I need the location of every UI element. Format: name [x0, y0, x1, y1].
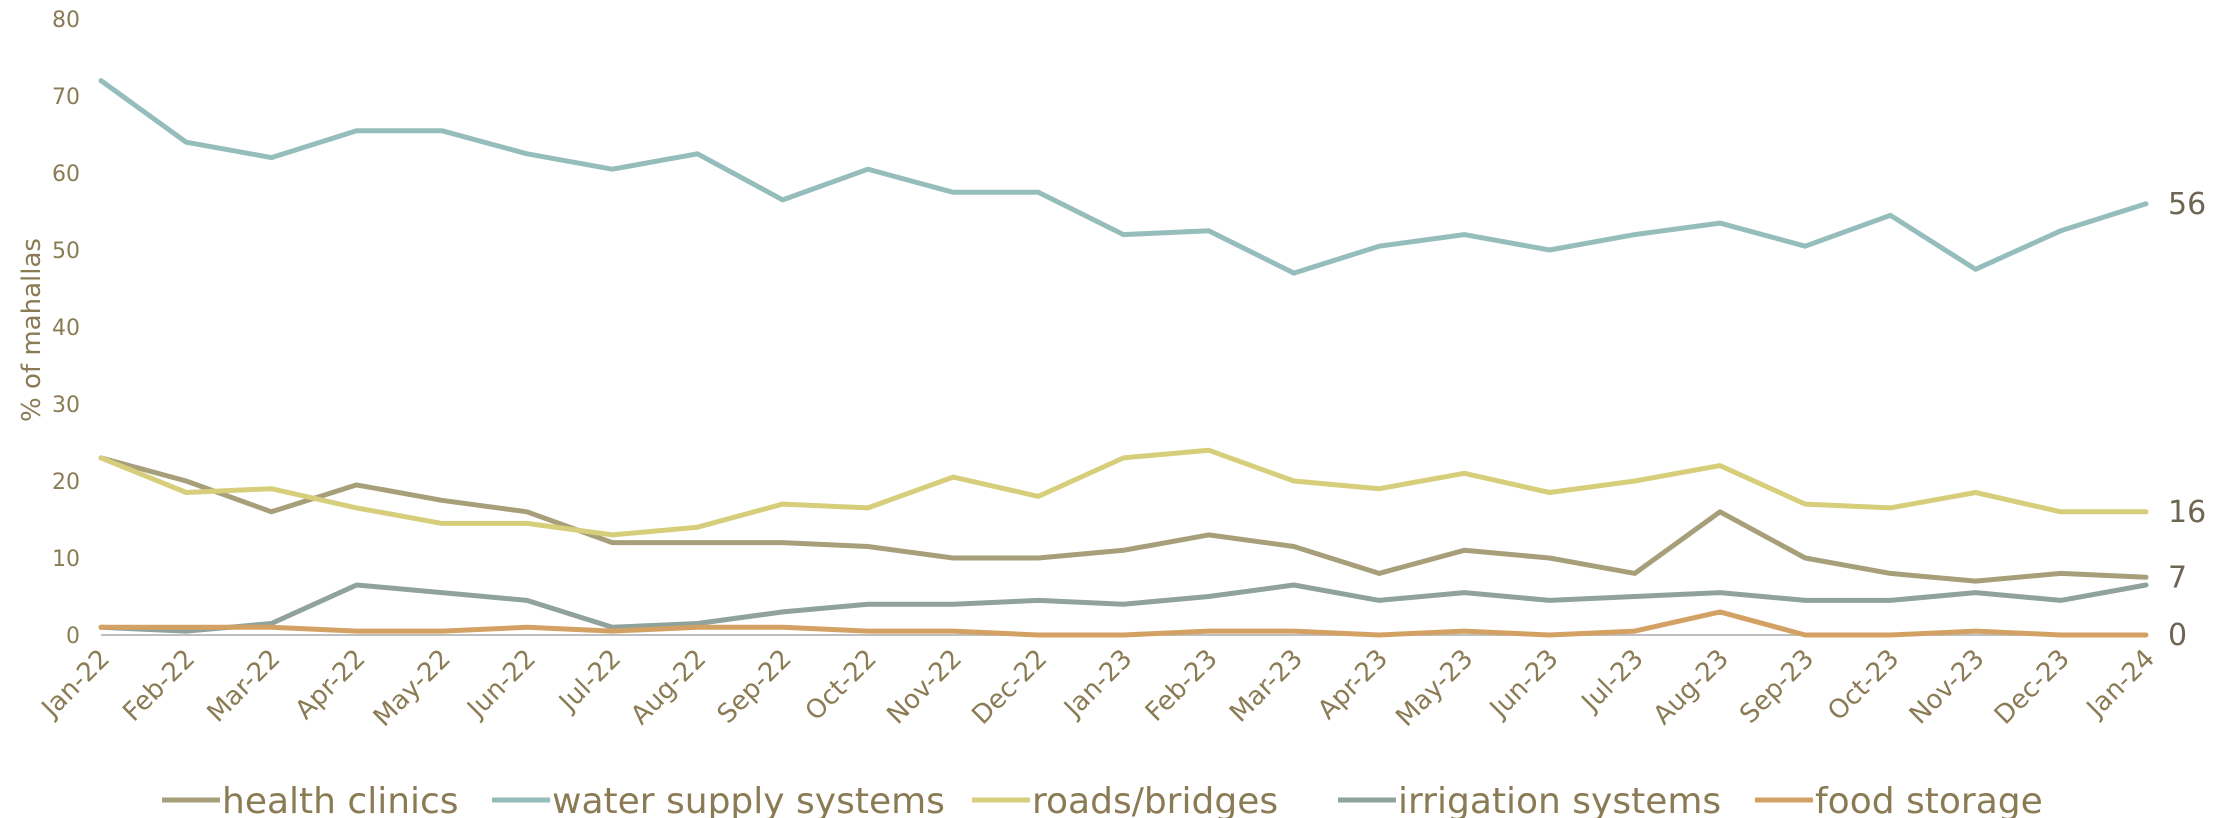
series-line-health-clinics [98, 455, 2149, 584]
x-tick-label: Sep-23 [1734, 644, 1820, 730]
x-tick-label: Dec-23 [1989, 644, 2076, 731]
y-tick-label: 30 [52, 393, 80, 418]
y-tick-label: 40 [52, 316, 80, 341]
y-tick-label: 0 [66, 624, 80, 649]
end-value-label: 7 [2168, 560, 2187, 595]
y-tick-label: 60 [52, 162, 80, 187]
x-tick-label: May-22 [368, 644, 457, 733]
x-tick-label: Feb-22 [117, 644, 201, 728]
x-tick-label: Mar-22 [202, 644, 287, 729]
end-value-label: 56 [2168, 187, 2206, 222]
x-tick-label: Jan-22 [35, 644, 116, 725]
x-tick-label: Jul-23 [1575, 644, 1650, 719]
series-line-food-storage [98, 609, 2149, 638]
legend-label: health clinics [222, 781, 459, 818]
x-tick-label: Oct-23 [1822, 644, 1905, 727]
x-tick-label: Dec-22 [966, 644, 1053, 731]
end-labels: 7 56 16 0 [2168, 187, 2206, 653]
x-tick-label: Nov-23 [1904, 644, 1991, 731]
y-tick-label: 80 [52, 8, 80, 33]
y-tick-label: 50 [52, 239, 80, 264]
series-line-water-supply-systems [98, 78, 2149, 276]
x-tick-label: Jun-23 [1483, 644, 1564, 725]
y-tick-label: 70 [52, 85, 80, 110]
legend-label: food storage [1815, 781, 2043, 818]
x-tick-label: Jul-22 [552, 644, 627, 719]
x-tick-label: Apr-22 [290, 644, 372, 726]
x-tick-label: Jun-22 [461, 644, 542, 725]
x-tick-label: Apr-23 [1312, 644, 1394, 726]
y-axis-title: % of mahallas [17, 238, 47, 422]
y-axis-ticks: 0 10 20 30 40 50 60 70 80 [52, 8, 80, 649]
x-tick-label: Feb-23 [1140, 644, 1224, 728]
x-tick-label: Nov-22 [881, 644, 968, 731]
x-tick-label: Jan-23 [1057, 644, 1138, 725]
series-line-roads-bridges [98, 447, 2149, 538]
x-tick-label: Mar-23 [1224, 644, 1309, 729]
series-lines [98, 78, 2149, 638]
y-tick-label: 20 [52, 470, 80, 495]
legend-label: irrigation systems [1398, 781, 1721, 818]
x-tick-label: Oct-22 [800, 644, 883, 727]
legend: health clinics water supply systems roads/… [162, 781, 2043, 818]
x-tick-label: Sep-22 [712, 644, 798, 730]
legend-label: roads/bridges [1032, 781, 1278, 818]
x-tick-label: Jan-24 [2080, 644, 2161, 725]
series-line-irrigation-systems [98, 582, 2149, 634]
end-value-label: 16 [2168, 495, 2206, 530]
x-tick-label: Aug-22 [625, 644, 712, 731]
legend-label: water supply systems [552, 781, 945, 818]
x-tick-label: May-23 [1390, 644, 1479, 733]
y-tick-label: 10 [52, 547, 80, 572]
x-tick-label: Aug-23 [1648, 644, 1735, 731]
end-value-label: 0 [2168, 618, 2187, 653]
